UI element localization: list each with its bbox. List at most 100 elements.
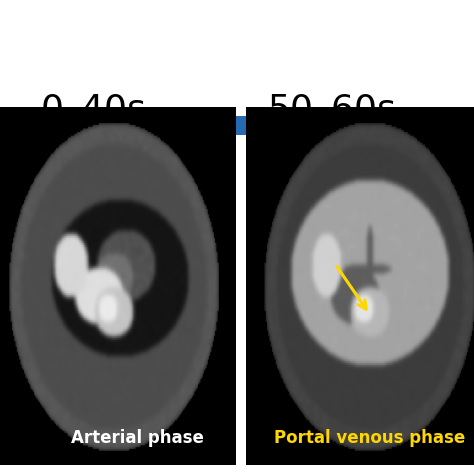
Bar: [248, 117, 250, 136]
Bar: [72, 117, 73, 136]
Bar: [123, 117, 125, 136]
Bar: [298, 117, 300, 136]
Bar: [293, 117, 295, 136]
Bar: [374, 117, 376, 136]
Bar: [234, 117, 237, 136]
Bar: [73, 117, 75, 136]
Bar: [396, 117, 398, 136]
Bar: [69, 117, 71, 136]
Bar: [315, 117, 317, 136]
Bar: [292, 117, 294, 136]
Bar: [122, 117, 124, 136]
Bar: [390, 117, 392, 136]
Bar: [155, 117, 157, 136]
Bar: [92, 117, 94, 136]
Bar: [157, 117, 159, 136]
Bar: [139, 117, 141, 136]
Bar: [346, 117, 348, 136]
Bar: [114, 117, 116, 136]
Bar: [422, 117, 424, 136]
Bar: [301, 117, 302, 136]
Bar: [129, 117, 131, 136]
Bar: [181, 117, 182, 136]
Bar: [137, 117, 138, 136]
Bar: [169, 117, 172, 136]
Bar: [75, 117, 77, 136]
Bar: [74, 117, 76, 136]
Bar: [206, 117, 208, 136]
Bar: [140, 117, 142, 136]
Bar: [127, 117, 128, 136]
Bar: [144, 117, 146, 136]
Bar: [172, 117, 174, 136]
Bar: [120, 117, 122, 136]
Bar: [359, 117, 361, 136]
Bar: [282, 117, 284, 136]
Bar: [64, 117, 66, 136]
Bar: [325, 117, 327, 136]
Bar: [355, 117, 356, 136]
Bar: [281, 117, 283, 136]
Bar: [345, 117, 346, 136]
Bar: [328, 117, 330, 136]
Bar: [259, 117, 261, 136]
Bar: [269, 117, 271, 136]
Bar: [383, 117, 384, 136]
Bar: [416, 117, 418, 136]
Bar: [305, 117, 307, 136]
Bar: [66, 117, 69, 136]
Bar: [414, 117, 416, 136]
Bar: [397, 117, 399, 136]
Bar: [351, 117, 353, 136]
Bar: [106, 117, 108, 136]
Bar: [280, 117, 282, 136]
Bar: [223, 117, 225, 136]
Bar: [146, 117, 148, 136]
Bar: [228, 117, 230, 136]
Bar: [243, 117, 245, 136]
Bar: [264, 117, 266, 136]
Bar: [299, 117, 301, 136]
Bar: [78, 117, 80, 136]
Bar: [308, 117, 310, 136]
Bar: [419, 117, 421, 136]
Bar: [161, 117, 163, 136]
Bar: [256, 117, 258, 136]
Bar: [370, 117, 372, 136]
Bar: [160, 117, 162, 136]
Bar: [338, 117, 340, 136]
Bar: [246, 117, 247, 136]
Bar: [423, 117, 425, 136]
Bar: [353, 117, 355, 136]
Bar: [225, 117, 227, 136]
Bar: [182, 117, 183, 136]
Bar: [297, 117, 299, 136]
Bar: [320, 117, 322, 136]
Bar: [348, 117, 350, 136]
Bar: [193, 117, 195, 136]
Bar: [311, 117, 313, 136]
Bar: [343, 117, 345, 136]
Bar: [125, 117, 128, 136]
Bar: [68, 117, 70, 136]
Bar: [364, 117, 366, 136]
Bar: [210, 117, 212, 136]
Bar: [265, 117, 267, 136]
Bar: [198, 117, 200, 136]
Bar: [402, 117, 404, 136]
Bar: [236, 117, 237, 136]
Bar: [330, 117, 332, 136]
Bar: [424, 117, 426, 136]
Bar: [76, 117, 78, 136]
Bar: [258, 117, 260, 136]
Bar: [175, 117, 178, 136]
Bar: [219, 117, 222, 136]
Bar: [189, 117, 191, 136]
Bar: [211, 117, 213, 136]
Bar: [130, 117, 132, 136]
Bar: [178, 117, 180, 136]
Bar: [381, 117, 383, 136]
Bar: [270, 117, 272, 136]
Bar: [242, 117, 244, 136]
Bar: [164, 117, 165, 136]
